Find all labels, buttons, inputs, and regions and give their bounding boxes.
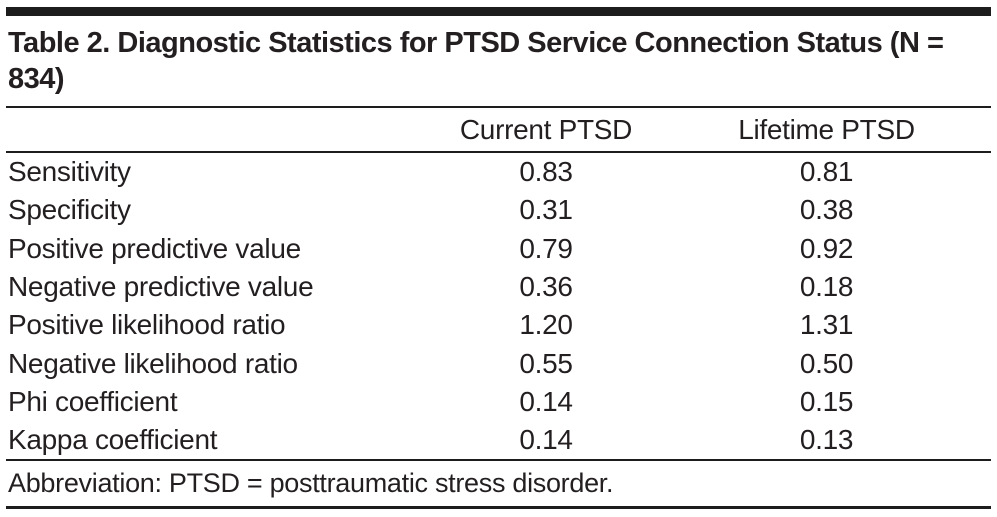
value-current-ptsd: 0.36 [519,271,573,303]
table-row: Kappa coefficient 0.14 0.13 [6,421,991,459]
value-lifetime-ptsd: 0.38 [799,194,854,226]
value-current-ptsd: 0.79 [519,232,573,264]
row-label: Negative likelihood ratio [8,347,298,379]
table-row: Specificity 0.31 0.38 [6,191,991,229]
column-header-lifetime-ptsd: Lifetime PTSD [738,113,915,145]
table-header-row: Current PTSD Lifetime PTSD [6,108,991,151]
bottom-rule [6,506,991,510]
table-body: Sensitivity 0.83 0.81 Specificity 0.31 0.38 Po… [0,153,997,459]
table-row: Sensitivity 0.83 0.81 [6,153,991,191]
footnote-row: Abbreviation: PTSD = posttraumatic stres… [6,461,991,506]
value-current-ptsd: 0.14 [519,424,573,456]
row-label: Negative predictive value [8,271,314,303]
value-lifetime-ptsd: 0.18 [799,271,854,303]
value-lifetime-ptsd: 0.50 [799,347,854,379]
row-label: Positive likelihood ratio [8,309,286,341]
table-title: Table 2. Diagnostic Statistics for PTSD … [8,27,944,95]
value-lifetime-ptsd: 0.15 [799,385,854,417]
row-label: Specificity [8,194,131,226]
title-divider-rule [6,106,991,108]
row-label: Kappa coefficient [8,424,218,456]
table-row: Negative predictive value 0.36 0.18 [6,268,991,306]
row-label: Sensitivity [8,156,131,188]
header-divider-rule [6,151,991,153]
table-row: Phi coefficient 0.14 0.15 [6,383,991,421]
table-row: Positive likelihood ratio 1.20 1.31 [6,306,991,344]
row-label: Phi coefficient [8,385,178,417]
footnote-divider-rule [6,459,991,462]
value-current-ptsd: 0.83 [519,156,573,188]
value-current-ptsd: 0.55 [519,347,573,379]
value-current-ptsd: 1.20 [519,309,573,341]
value-lifetime-ptsd: 1.31 [799,309,854,341]
value-current-ptsd: 0.14 [519,385,573,417]
table-row: Negative likelihood ratio 0.55 0.50 [6,344,991,382]
row-label: Positive predictive value [8,232,301,264]
table-footnote: Abbreviation: PTSD = posttraumatic stres… [8,468,614,499]
value-current-ptsd: 0.31 [519,194,573,226]
column-header-current-ptsd: Current PTSD [459,113,633,145]
value-lifetime-ptsd: 0.81 [799,156,854,188]
top-thick-rule [6,7,991,16]
value-lifetime-ptsd: 0.92 [799,232,854,264]
value-lifetime-ptsd: 0.13 [799,424,854,456]
table-row: Positive predictive value 0.79 0.92 [6,230,991,268]
